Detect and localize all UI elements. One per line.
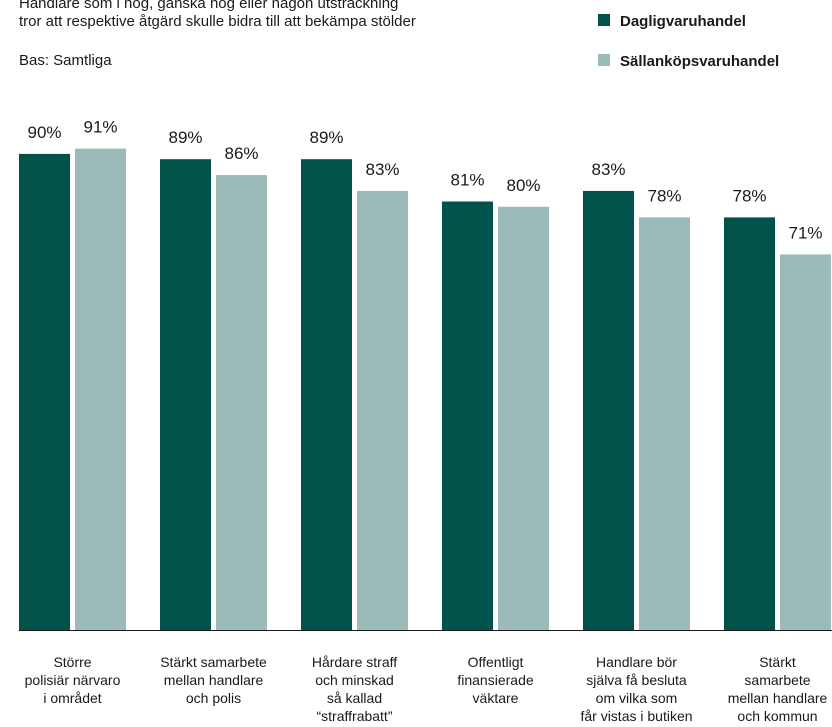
value-label: 90% bbox=[27, 123, 61, 142]
value-label: 86% bbox=[224, 144, 258, 163]
value-label: 81% bbox=[450, 171, 484, 190]
bar bbox=[19, 153, 70, 630]
bar bbox=[639, 217, 690, 630]
value-label: 89% bbox=[309, 128, 343, 147]
legend-swatch bbox=[598, 54, 610, 66]
bar bbox=[160, 159, 211, 630]
bar bbox=[216, 175, 267, 630]
bar bbox=[583, 190, 634, 630]
x-tick-label: Offentligt finansierade väktare bbox=[457, 654, 533, 706]
legend-swatch bbox=[598, 14, 610, 26]
value-label: 78% bbox=[732, 186, 766, 205]
x-tick-label: Stärkt samarbete mellan handlare och polis bbox=[160, 654, 267, 706]
bar bbox=[780, 254, 831, 630]
bar bbox=[442, 201, 493, 630]
value-label: 80% bbox=[506, 176, 540, 195]
value-label: 71% bbox=[788, 223, 822, 242]
bar bbox=[357, 190, 408, 630]
x-tick-label: Stärkt samarbete mellan handlare och kommun bbox=[728, 654, 828, 724]
legend-label: Dagligvaruhandel bbox=[620, 13, 746, 30]
x-tick-label: Hårdare straff och minskad så kallad “straf… bbox=[312, 654, 397, 724]
value-label: 89% bbox=[168, 128, 202, 147]
chart-title: Handlare som i hög, ganska hög eller någ… bbox=[19, 0, 416, 30]
x-tick-label: Större polisiär närvaro i området bbox=[25, 654, 121, 706]
bar bbox=[75, 148, 126, 631]
value-label: 83% bbox=[365, 160, 399, 179]
value-label: 83% bbox=[591, 160, 625, 179]
legend-label: Sällanköpsvaruhandel bbox=[620, 53, 779, 70]
value-label: 78% bbox=[647, 186, 681, 205]
bar bbox=[724, 217, 775, 630]
bar bbox=[498, 206, 549, 631]
x-tick-label: Handlare bör själva få besluta om vilka so… bbox=[580, 654, 692, 724]
bar bbox=[301, 159, 352, 630]
value-label: 91% bbox=[83, 118, 117, 137]
chart-subtitle: Bas: Samtliga bbox=[19, 52, 112, 69]
